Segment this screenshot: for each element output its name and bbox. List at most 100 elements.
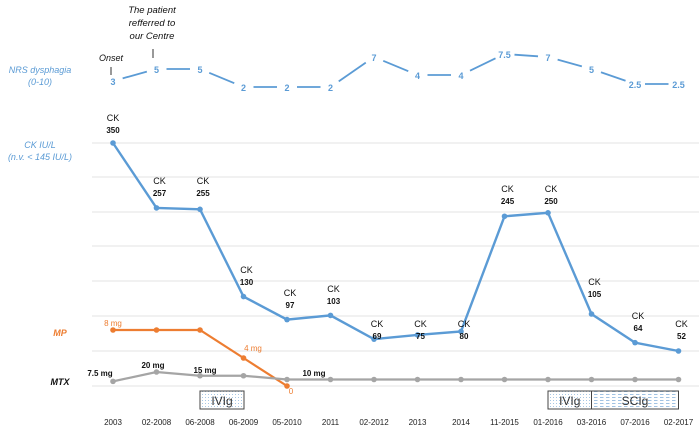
nrs-value-label: 7 — [545, 53, 550, 63]
x-tick-label: 2003 — [104, 418, 122, 427]
x-tick-label: 02-2012 — [359, 418, 389, 427]
mtx-point — [588, 376, 595, 383]
mtx-point — [197, 372, 203, 379]
mtx-series-label: MTX — [51, 377, 71, 387]
nrs-value-label: 5 — [589, 65, 594, 75]
ck-prefix-label: CK — [240, 265, 253, 275]
ck-prefix-label: CK — [545, 184, 558, 194]
x-tick-label: 02-2008 — [142, 418, 172, 427]
mtx-point — [675, 376, 682, 383]
mp-series-label: MP — [53, 328, 67, 338]
nrs-value-label: 5 — [197, 65, 202, 75]
nrs-series-sublabel: (0-10) — [28, 77, 52, 87]
nrs-value-label: 2.5 — [629, 80, 642, 90]
mp-point — [197, 327, 203, 333]
mtx-value-label: 10 mg — [302, 369, 325, 378]
x-tick-label: 2013 — [409, 418, 427, 427]
mtx-line — [112, 370, 679, 383]
ck-prefix-label: CK — [675, 319, 688, 329]
mtx-point — [458, 376, 464, 383]
ck-value-label: 69 — [373, 332, 382, 341]
mtx-value-label: 20 mg — [141, 361, 164, 370]
mp-value-label: 4 mg — [244, 344, 262, 353]
nrs-value-label: 2 — [241, 83, 246, 93]
nrs-line-segment — [514, 53, 539, 58]
nrs-line-segment — [122, 70, 148, 80]
ck-value-label: 97 — [286, 301, 295, 310]
nrs-series-label: NRS dysphagia — [9, 65, 72, 75]
ck-value-label: 105 — [588, 290, 602, 299]
ck-prefix-label: CK — [414, 319, 427, 329]
x-tick-label: 05-2010 — [272, 418, 302, 427]
nrs-line-segment — [557, 58, 583, 68]
ck-value-label: 257 — [153, 189, 167, 198]
mtx-point — [284, 376, 290, 383]
nrs-value-label: 3 — [110, 77, 115, 87]
referral-annotation-line: The patient — [128, 5, 176, 16]
ck-point — [240, 293, 247, 300]
ck-value-label: 350 — [106, 126, 120, 135]
ck-prefix-label: CK — [197, 176, 210, 186]
mtx-point — [414, 376, 421, 383]
x-tick-label: 11-2015 — [490, 418, 519, 427]
ck-point — [501, 213, 508, 220]
nrs-line-segment — [469, 57, 496, 72]
ck-line — [112, 142, 679, 353]
nrs-value-label: 2 — [284, 83, 289, 93]
mp-point — [284, 383, 290, 389]
x-tick-label: 06-2008 — [185, 418, 215, 427]
ck-value-label: 255 — [196, 189, 210, 198]
ck-point — [197, 206, 203, 213]
x-tick-label: 07-2016 — [620, 418, 650, 427]
ck-prefix-label: CK — [458, 319, 471, 329]
x-tick-label: 2014 — [452, 418, 470, 427]
ck-point — [371, 336, 377, 342]
ck-prefix-label: CK — [632, 311, 645, 321]
referral-annotation-line: our Centre — [130, 31, 175, 42]
ck-prefix-label: CK — [501, 184, 514, 194]
mtx-point — [327, 376, 334, 383]
therapy-box-label: IVIg — [559, 394, 580, 408]
therapy-box-label: SCIg — [622, 394, 649, 408]
ck-point — [414, 332, 421, 338]
ck-value-label: 64 — [634, 324, 643, 333]
ck-value-label: 103 — [327, 297, 341, 306]
nrs-line-segment — [382, 59, 409, 73]
ck-point — [110, 140, 116, 146]
mp-point — [240, 355, 247, 361]
ck-value-label: 80 — [460, 332, 469, 341]
ck-prefix-label: CK — [107, 113, 120, 123]
therapy-box — [591, 390, 679, 410]
mp-point — [153, 327, 160, 333]
nrs-value-label: 4 — [458, 71, 463, 81]
ck-point — [545, 210, 551, 216]
nrs-line-segment — [208, 71, 235, 85]
mp-value-label: 8 mg — [104, 319, 122, 328]
ck-prefix-label: CK — [371, 319, 384, 329]
ck-value-label: 75 — [416, 332, 425, 341]
mtx-point — [501, 376, 508, 383]
ck-prefix-label: CK — [588, 277, 601, 287]
mtx-point — [545, 376, 551, 383]
ck-value-label: 130 — [240, 278, 254, 287]
x-tick-label: 02-2017 — [664, 418, 694, 427]
nrs-value-label: 2 — [328, 83, 333, 93]
x-tick-label: 06-2009 — [229, 418, 259, 427]
mtx-point — [153, 369, 160, 375]
therapy-box — [199, 390, 245, 410]
mtx-point — [371, 376, 377, 383]
therapy-box-label: IVIg — [211, 394, 232, 408]
nrs-value-label: 5 — [154, 65, 159, 75]
nrs-value-label: 2.5 — [672, 80, 685, 90]
mp-value-label: 0 — [289, 387, 294, 396]
ck-value-label: 245 — [501, 197, 515, 206]
mtx-point — [632, 376, 638, 383]
referral-annotation-line: refferred to — [129, 18, 175, 29]
nrs-line-segment — [600, 71, 626, 82]
mtx-point — [240, 372, 247, 379]
ck-point — [458, 328, 464, 335]
ck-point — [153, 205, 160, 211]
ck-point — [284, 316, 290, 323]
